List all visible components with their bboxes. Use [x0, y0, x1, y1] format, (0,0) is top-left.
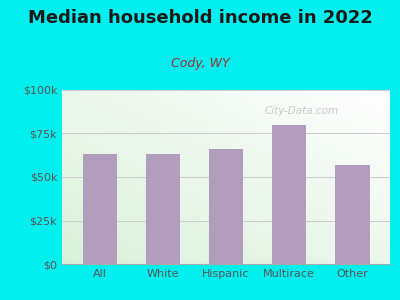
Text: City-Data.com: City-Data.com — [264, 106, 338, 116]
Bar — [146, 154, 180, 264]
Text: Cody, WY: Cody, WY — [171, 57, 229, 70]
Text: Median household income in 2022: Median household income in 2022 — [28, 9, 372, 27]
Bar — [82, 154, 117, 264]
Bar — [209, 149, 243, 264]
Bar — [335, 165, 370, 264]
Bar — [272, 125, 306, 264]
